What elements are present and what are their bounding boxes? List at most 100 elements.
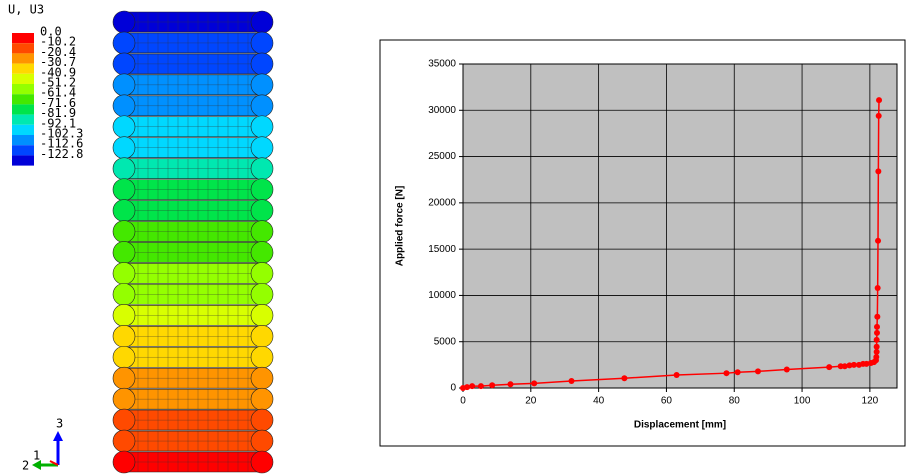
data-point (507, 381, 513, 387)
coil-section (251, 32, 273, 54)
coil-section (113, 158, 135, 180)
coil (113, 430, 273, 452)
coil-section (113, 95, 135, 117)
x-tick-label: 60 (661, 396, 673, 407)
coil-section (113, 179, 135, 201)
data-point (874, 324, 880, 330)
coil-section (251, 346, 273, 368)
data-point (735, 369, 741, 375)
legend-swatch (12, 145, 34, 155)
coil-section (113, 451, 135, 473)
coil (113, 116, 273, 138)
legend-swatch (12, 94, 34, 104)
coil-section (251, 325, 273, 347)
data-point (464, 384, 470, 390)
arrow-3 (53, 431, 63, 441)
y-axis-label: Applied force [N] (395, 186, 406, 267)
coil-section (113, 430, 135, 452)
triad-label: 1 (33, 449, 40, 463)
coil (113, 262, 273, 284)
legend-swatch (12, 115, 34, 125)
coil (113, 388, 273, 410)
y-tick-label: 25000 (428, 151, 456, 162)
data-point (826, 364, 832, 370)
y-tick-label: 15000 (428, 244, 456, 255)
coil-section (113, 221, 135, 243)
legend-swatch (12, 43, 34, 53)
coil (113, 53, 273, 75)
coil-section (113, 53, 135, 75)
coil-section (113, 346, 135, 368)
triad-label: 2 (22, 459, 29, 473)
coil-section (113, 409, 135, 431)
coil (113, 451, 273, 473)
coil-section (113, 304, 135, 326)
legend-swatch (12, 104, 34, 114)
coil (113, 409, 273, 431)
coil (113, 283, 273, 305)
data-point (569, 378, 575, 384)
data-point (874, 330, 880, 336)
screenshot: U, U3 3 2 1 Applied force [N] Displaceme… (0, 0, 907, 476)
plot-area (463, 64, 897, 388)
coil-section (251, 179, 273, 201)
data-point (875, 168, 881, 174)
coil-section (251, 241, 273, 263)
coil-section (251, 262, 273, 284)
legend-swatch (12, 33, 34, 43)
coil (113, 200, 273, 222)
coil-section (251, 283, 273, 305)
data-point (478, 383, 484, 389)
coil-section (113, 137, 135, 159)
triad-label: 3 (56, 417, 63, 431)
data-point (755, 368, 761, 374)
y-tick-label: 10000 (428, 290, 456, 301)
coil-section (251, 430, 273, 452)
coil (113, 346, 273, 368)
legend-swatch (12, 53, 34, 63)
legend-swatch (12, 84, 34, 94)
coil-section (251, 304, 273, 326)
coil-section (113, 32, 135, 54)
data-point (876, 113, 882, 119)
coil-section (251, 53, 273, 75)
coil (113, 11, 273, 33)
coil-section (251, 137, 273, 159)
coil (113, 95, 273, 117)
legend-swatch (12, 74, 34, 84)
coil-section (251, 11, 273, 33)
data-point (723, 370, 729, 376)
triad: 3 2 1 (22, 417, 63, 473)
legend-swatch (12, 64, 34, 74)
x-tick-label: 40 (593, 396, 605, 407)
coil-section (113, 388, 135, 410)
coil-section (251, 409, 273, 431)
coil (113, 241, 273, 263)
x-tick-label: 100 (794, 396, 811, 407)
data-point (874, 314, 880, 320)
coil-section (251, 221, 273, 243)
coil (113, 158, 273, 180)
data-point (875, 285, 881, 291)
page: U, U3 3 2 1 Applied force [N] Displaceme… (0, 0, 907, 476)
y-tick-label: 0 (450, 383, 456, 394)
coil-section (251, 451, 273, 473)
data-point (469, 383, 475, 389)
coil (113, 32, 273, 54)
coil-section (113, 325, 135, 347)
coil-section (113, 200, 135, 222)
legend-swatch (12, 155, 34, 165)
legend-swatch (12, 135, 34, 145)
coil-section (251, 74, 273, 96)
x-tick-label: 0 (460, 396, 466, 407)
y-tick-label: 35000 (428, 59, 456, 70)
coil-section (113, 262, 135, 284)
data-point (873, 354, 879, 360)
data-point (621, 375, 627, 381)
coil (113, 325, 273, 347)
data-point (876, 97, 882, 103)
coil-section (113, 241, 135, 263)
coil (113, 367, 273, 389)
coil-section (113, 116, 135, 138)
y-tick-label: 20000 (428, 197, 456, 208)
